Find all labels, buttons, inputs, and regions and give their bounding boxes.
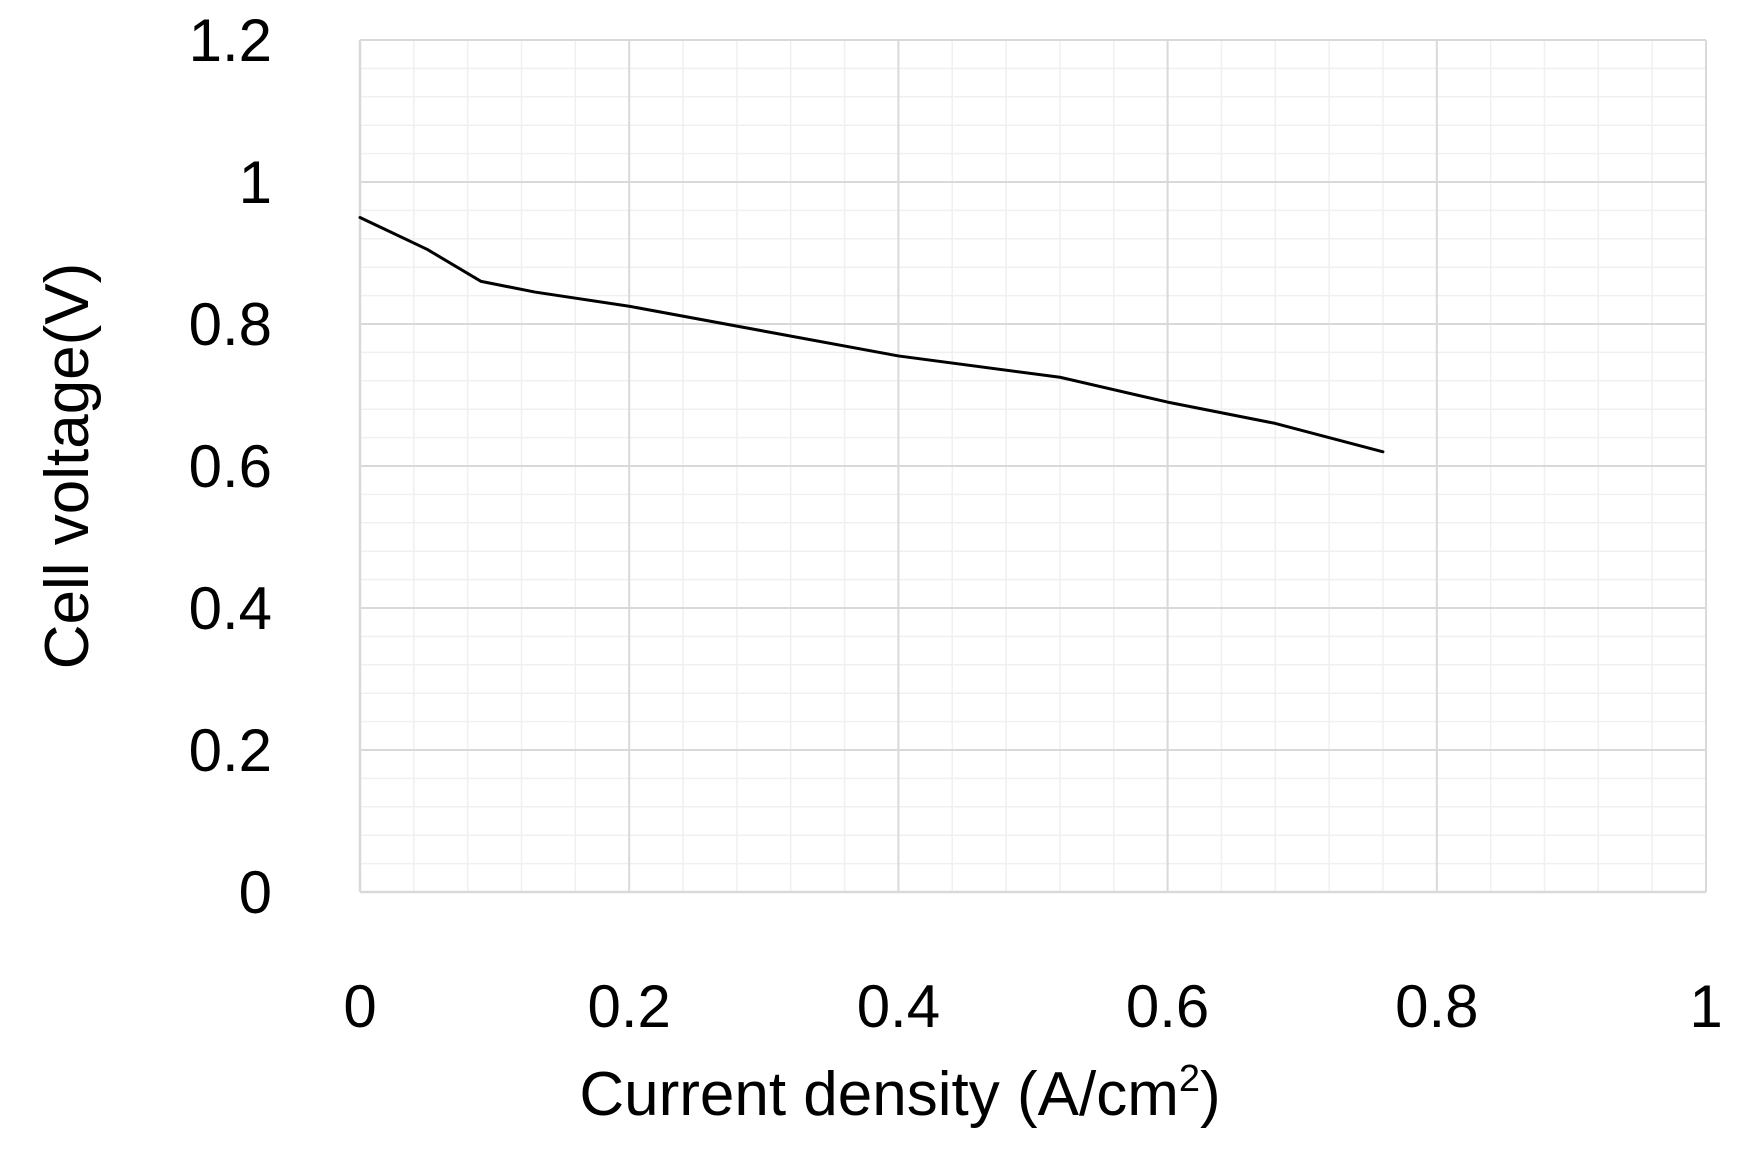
y-tick-label: 0 (239, 859, 272, 926)
x-tick-label: 0.6 (1126, 973, 1209, 1040)
x-axis-title: Current density (A/cm2) (579, 1058, 1220, 1129)
axes (358, 40, 1706, 894)
x-tick-label: 0.2 (587, 973, 670, 1040)
x-tick-label: 0.8 (1395, 973, 1478, 1040)
series-layer (358, 216, 1385, 454)
x-axis-title-superscript: 2 (1179, 1058, 1200, 1100)
x-tick-labels: 0 0.2 0.4 0.6 0.8 1 (343, 973, 1722, 1040)
y-tick-label: 1.2 (189, 7, 272, 74)
x-tick-label: 0.4 (857, 973, 940, 1040)
x-axis-title-main: Current density (A/cm (579, 1060, 1179, 1129)
y-tick-label: 1 (239, 149, 272, 216)
series-line (358, 216, 1385, 454)
y-tick-label: 0.2 (189, 717, 272, 784)
major-grid (359, 39, 1707, 893)
x-tick-label: 1 (1689, 973, 1722, 1040)
x-axis-title-end: ) (1200, 1060, 1221, 1129)
y-tick-labels: 0 0.2 0.4 0.6 0.8 1 1.2 (189, 7, 272, 926)
y-tick-label: 0.4 (189, 575, 272, 642)
x-tick-label: 0 (343, 973, 376, 1040)
y-tick-label: 0.6 (189, 433, 272, 500)
y-tick-label: 0.8 (189, 291, 272, 358)
y-axis-title: Cell voltage(V) (33, 263, 102, 670)
